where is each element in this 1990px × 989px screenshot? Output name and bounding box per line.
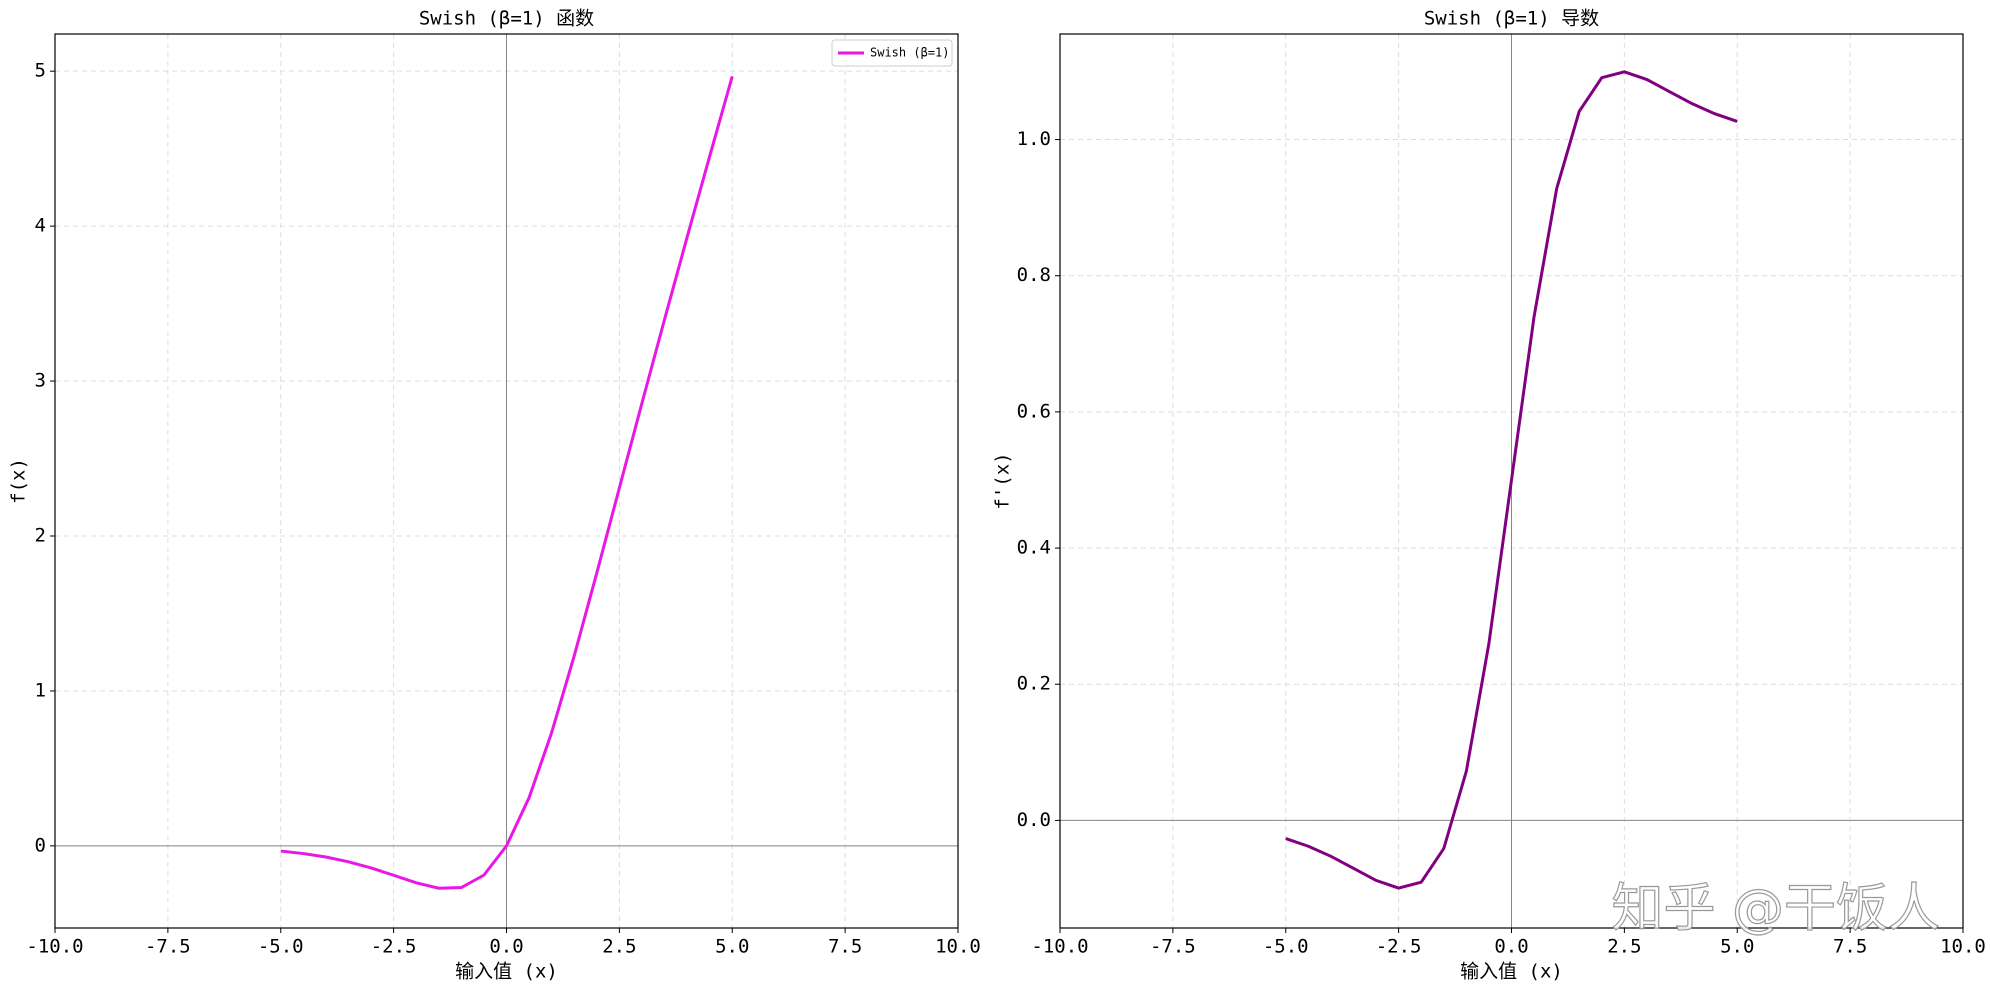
plot-frame	[54, 33, 959, 929]
y-tick-label: 0.6	[1017, 400, 1051, 422]
x-tick-label: -2.5	[371, 936, 417, 958]
x-axis-label: 输入值 (x)	[1460, 961, 1563, 983]
y-tick-label: 3	[35, 370, 46, 392]
y-tick-label: 0.4	[1017, 537, 1051, 559]
series-line	[280, 75, 734, 890]
x-tick-label: 7.5	[828, 936, 862, 958]
legend-text: Swish (β=1)	[870, 46, 949, 60]
x-axis-label: 输入值 (x)	[455, 961, 558, 983]
watermark: 知乎 @干饭人	[1611, 879, 1940, 939]
x-tick-label: 10.0	[935, 936, 981, 958]
legend: Swish (β=1)	[831, 39, 953, 67]
x-tick-label: -5.0	[258, 936, 304, 958]
y-tick-label: 1.0	[1017, 128, 1051, 150]
series-line	[1285, 70, 1738, 890]
x-tick-label: 2.5	[602, 936, 636, 958]
y-tick-label: 0.8	[1017, 264, 1051, 286]
chart-title: Swish (β=1) 函数	[419, 8, 594, 30]
x-tick-label: 5.0	[1720, 936, 1754, 958]
y-tick-label: 0	[35, 834, 46, 856]
chart-title: Swish (β=1) 导数	[1424, 8, 1599, 30]
y-axis-label: f'(x)	[992, 452, 1014, 509]
y-axis-label: f(x)	[8, 458, 30, 504]
x-tick-label: -7.5	[145, 936, 191, 958]
x-tick-label: 2.5	[1607, 936, 1641, 958]
x-tick-label: -5.0	[1263, 936, 1309, 958]
x-tick-label: 0.0	[1494, 936, 1528, 958]
x-tick-label: -7.5	[1150, 936, 1196, 958]
x-tick-label: 10.0	[1940, 936, 1986, 958]
x-tick-label: -10.0	[1031, 936, 1088, 958]
y-tick-label: 1	[35, 679, 46, 701]
x-tick-label: 5.0	[715, 936, 749, 958]
plot-frame	[1059, 33, 1964, 929]
legend-box	[831, 39, 953, 67]
y-tick-label: 0.0	[1017, 809, 1051, 831]
x-tick-label: 0.0	[489, 936, 523, 958]
x-tick-label: -2.5	[1376, 936, 1422, 958]
x-tick-label: 7.5	[1833, 936, 1867, 958]
y-tick-label: 2	[35, 525, 46, 547]
y-tick-label: 0.2	[1017, 673, 1051, 695]
y-tick-label: 4	[35, 215, 46, 237]
x-tick-label: -10.0	[26, 936, 83, 958]
y-tick-label: 5	[35, 60, 46, 82]
